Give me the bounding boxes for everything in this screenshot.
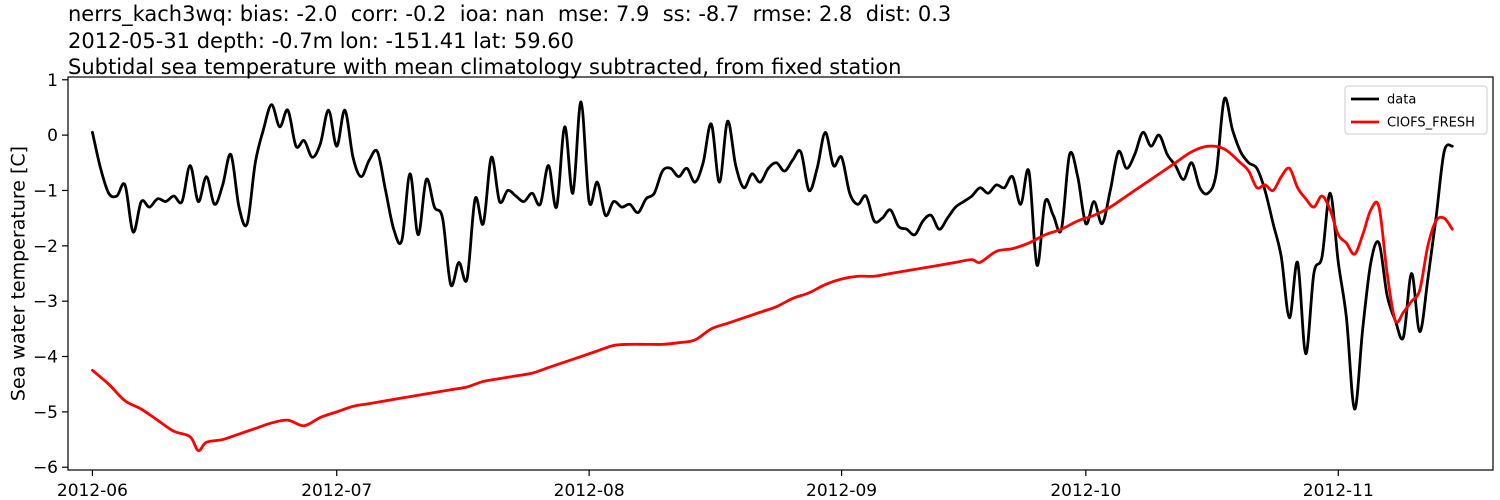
y-tick-label: −4 [33,348,58,368]
chart-title-station-info: 2012-05-31 depth: -0.7m lon: -151.41 lat… [68,29,574,53]
y-axis-label: Sea water temperature [C] [8,146,30,401]
y-tick-label: −1 [33,181,58,201]
y-tick-label: 0 [47,126,58,146]
x-tick-label: 2012-07 [301,481,372,500]
x-tick-label: 2012-10 [1050,481,1121,500]
x-tick-label: 2012-06 [57,481,128,500]
y-tick-label: −6 [33,458,58,478]
x-tick-label: 2012-08 [554,481,625,500]
series-line-data [91,96,1454,411]
y-tick-label: −2 [33,237,58,257]
legend: data CIOFS_FRESH [1344,85,1488,135]
legend-entry: CIOFS_FRESH [1387,116,1475,131]
x-axis: 2012-06 2012-07 2012-08 2012-09 2012-10 2012-… [57,470,1374,500]
y-tick-label: 1 [47,71,58,91]
y-tick-label: −3 [33,292,58,312]
chart-title-metrics: nerrs_kach3wq: bias: -2.0 corr: -0.2 ioa… [68,2,952,26]
x-tick-label: 2012-09 [806,481,877,500]
series-line-ciofs-fresh [91,144,1454,453]
plot-area [91,96,1454,453]
chart-title-description: Subtidal sea temperature with mean clima… [68,55,902,79]
y-axis: −6 −5 −4 −3 −2 −1 0 1 [33,71,68,478]
axes-frame [67,76,1494,471]
x-tick-label: 2012-11 [1303,481,1374,500]
legend-entry: data [1387,93,1416,108]
y-tick-label: −5 [33,403,58,423]
legend-box [1344,85,1488,135]
